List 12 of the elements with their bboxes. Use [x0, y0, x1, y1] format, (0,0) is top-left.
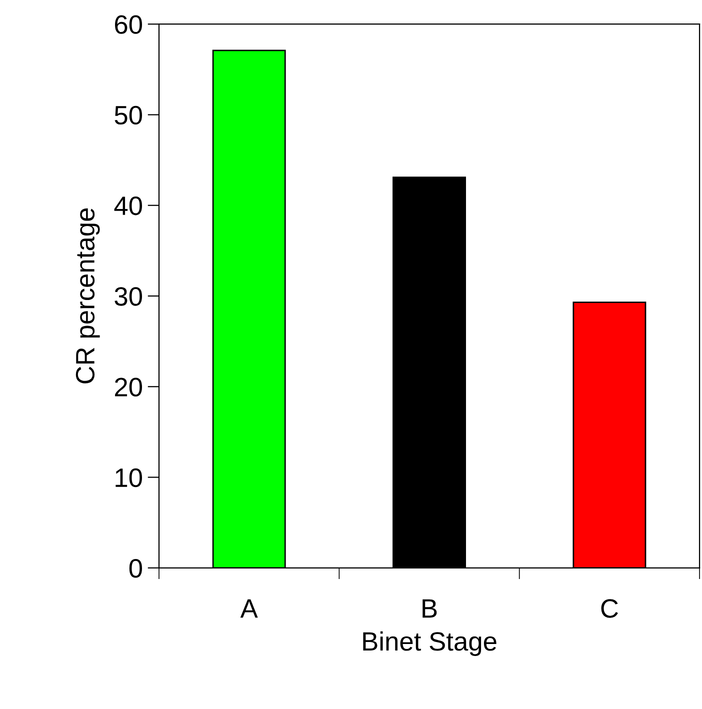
y-tick-label: 0 [129, 559, 142, 578]
x-tick-label: A [240, 599, 258, 618]
y-tick-label: 10 [116, 468, 142, 488]
y-tick-label: 50 [114, 106, 142, 125]
x-axis-title: Binet Stage [363, 631, 496, 656]
y-tick-label: 40 [114, 196, 142, 216]
y-axis-title: CR percentage [76, 208, 100, 384]
y-tick-label: 60 [115, 15, 142, 34]
x-tick-label: B [422, 599, 437, 618]
y-tick-label: 20 [115, 378, 142, 396]
y-tick-label: 30 [114, 287, 142, 306]
x-tick-label: C [601, 599, 618, 618]
